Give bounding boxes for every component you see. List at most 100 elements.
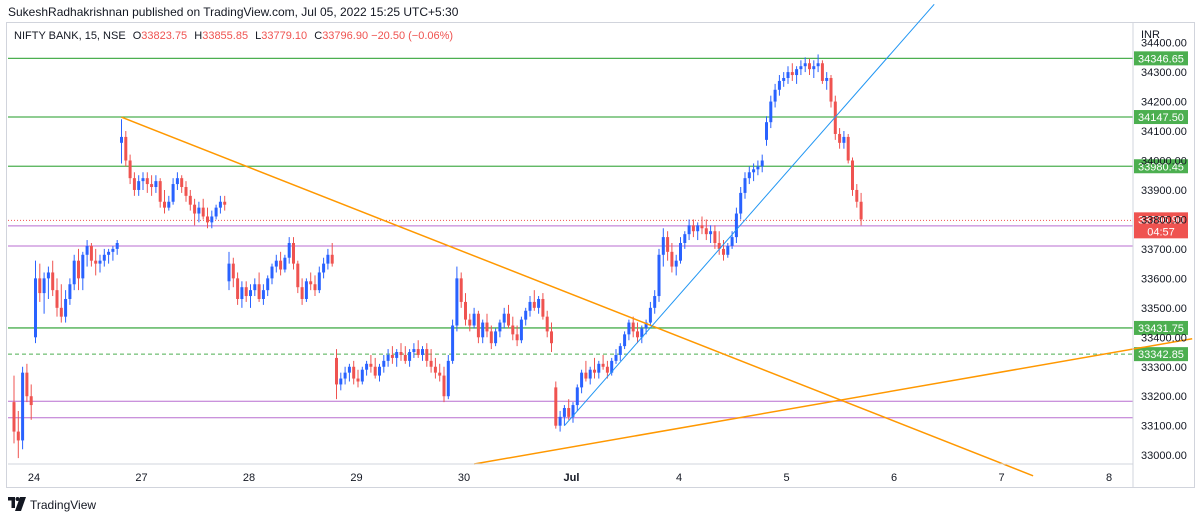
candle-body [68, 284, 72, 299]
candle-body [674, 260, 678, 267]
candle-body [29, 396, 33, 406]
high-label: H [194, 30, 203, 42]
candle-body [623, 334, 627, 347]
candle-body [193, 204, 197, 214]
candle-body [38, 278, 42, 294]
candle-body [378, 366, 381, 376]
candle-body [610, 360, 614, 373]
candle-body [648, 307, 652, 323]
candle-body [782, 77, 786, 81]
candle-body [292, 243, 295, 264]
candle-body [158, 181, 162, 202]
candle-body [481, 322, 485, 338]
candle-body [184, 187, 188, 196]
candle-body [743, 178, 747, 193]
candle-body [554, 387, 558, 426]
time-tick-label: 28 [243, 472, 255, 484]
candle-body [210, 216, 214, 223]
candle-body [485, 322, 489, 332]
top-bar: SukeshRadhakrishnan published on Trading… [0, 0, 1200, 22]
symbol-name[interactable]: NIFTY BANK, 15, NSE [14, 30, 126, 42]
countdown-label: 04:57 [1147, 226, 1175, 238]
candle-body [102, 254, 106, 261]
level-badge [1134, 159, 1188, 174]
candle-body [696, 225, 700, 232]
candle-body [16, 431, 20, 441]
trendline [121, 116, 1034, 477]
candle-body [270, 266, 274, 279]
price-tick-label: 34300.00 [1141, 67, 1187, 79]
candle-body [722, 248, 725, 255]
candle-body [81, 254, 85, 279]
candle-body [390, 354, 394, 358]
candle-body [201, 207, 205, 217]
candle-body [266, 278, 270, 291]
candle-body [231, 263, 235, 279]
candle-body [795, 69, 799, 76]
candle-body [85, 245, 89, 255]
level-badge [1134, 320, 1188, 335]
candle-body [51, 272, 55, 291]
tradingview-logo-icon[interactable] [8, 497, 26, 511]
low-label: L [255, 30, 262, 42]
candle-body [588, 369, 592, 379]
candle-body [528, 301, 532, 311]
candle-body [408, 352, 412, 361]
price-tick-label: 34100.00 [1141, 126, 1187, 138]
candle-body [356, 378, 360, 382]
candle-body [773, 89, 777, 102]
candle-body [670, 251, 674, 267]
candle-body [59, 307, 63, 317]
time-tick-label: 5 [783, 472, 789, 484]
candle-body [249, 290, 252, 297]
candle-body [820, 63, 824, 81]
level-badge [1134, 110, 1188, 125]
candle-body [386, 354, 390, 361]
candle-body [760, 160, 764, 167]
candle-body [644, 322, 648, 329]
candle-body [601, 363, 605, 367]
candle-body [765, 122, 768, 140]
price-axis: 33000.00 33100.00 33200.00 33300.00 33400.00… [1132, 22, 1187, 488]
currency-label[interactable]: INR [1141, 29, 1160, 41]
candle-body [46, 272, 50, 279]
candle-body [769, 101, 773, 123]
candle-body [115, 243, 119, 249]
footer: TradingView [0, 490, 1200, 518]
candle-body [726, 245, 730, 255]
candle-body [326, 254, 330, 264]
price-tick-label: 33800.00 [1141, 214, 1187, 226]
candle-body [627, 322, 631, 335]
candle-body [369, 363, 373, 367]
symbol-legend: NIFTY BANK, 15, NSE O33823.75 H33855.85 … [14, 30, 453, 42]
candle-body [571, 405, 575, 417]
open-value: 33823.75 [141, 30, 188, 42]
candle-body [347, 366, 351, 373]
candle-body [468, 319, 472, 326]
price-tick-label: 33400.00 [1141, 332, 1187, 344]
candle-body [777, 80, 781, 90]
candle-body [653, 296, 657, 308]
tradingview-brand[interactable]: TradingView [30, 498, 97, 512]
candle-body [593, 369, 596, 373]
candle-body [580, 372, 584, 388]
candle-body [679, 243, 682, 261]
candle-body [842, 136, 846, 143]
candle-body [545, 316, 549, 332]
candle-body [597, 363, 601, 373]
candle-body [188, 195, 192, 205]
candle-body [167, 201, 171, 208]
trendlines [121, 3, 1193, 477]
candle-body [790, 72, 794, 76]
candle-body [584, 372, 588, 379]
candle-body [94, 260, 98, 264]
candle-body [838, 133, 842, 143]
candle-body [799, 66, 803, 70]
candle-body [709, 231, 713, 235]
price-tick-label: 33700.00 [1141, 244, 1187, 256]
candle-body [614, 354, 618, 361]
candle-body [141, 178, 145, 182]
candle-body [399, 352, 403, 355]
candle-body [395, 352, 399, 358]
